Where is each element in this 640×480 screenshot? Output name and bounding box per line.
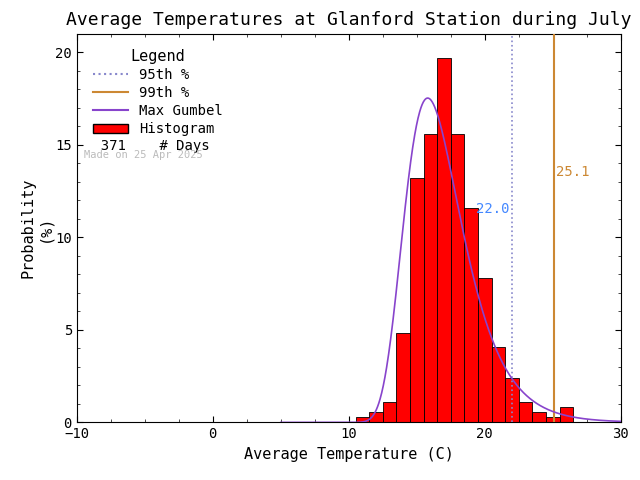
Text: 22.0: 22.0	[476, 203, 510, 216]
Bar	[478, 278, 492, 422]
Bar	[559, 408, 573, 422]
Bar	[451, 133, 465, 422]
Bar	[396, 333, 410, 422]
Bar	[546, 418, 559, 422]
Bar	[492, 348, 505, 422]
Bar	[519, 402, 532, 422]
Legend: 95th %, 99th %, Max Gumbel, Histogram: 95th %, 99th %, Max Gumbel, Histogram	[89, 45, 227, 141]
Bar	[505, 378, 519, 422]
Bar	[410, 178, 424, 422]
X-axis label: Average Temperature (C): Average Temperature (C)	[244, 447, 454, 462]
Bar	[424, 133, 437, 422]
Text: Made on 25 Apr 2025: Made on 25 Apr 2025	[84, 150, 202, 160]
Text: 25.1: 25.1	[556, 166, 589, 180]
Bar	[532, 412, 546, 422]
Bar	[356, 418, 369, 422]
Title: Average Temperatures at Glanford Station during July: Average Temperatures at Glanford Station…	[66, 11, 632, 29]
Text: 371    # Days: 371 # Days	[84, 139, 209, 153]
Bar	[383, 402, 396, 422]
Y-axis label: Probability
(%): Probability (%)	[20, 178, 52, 278]
Bar	[437, 58, 451, 422]
Bar	[369, 412, 383, 422]
Bar	[465, 208, 478, 422]
